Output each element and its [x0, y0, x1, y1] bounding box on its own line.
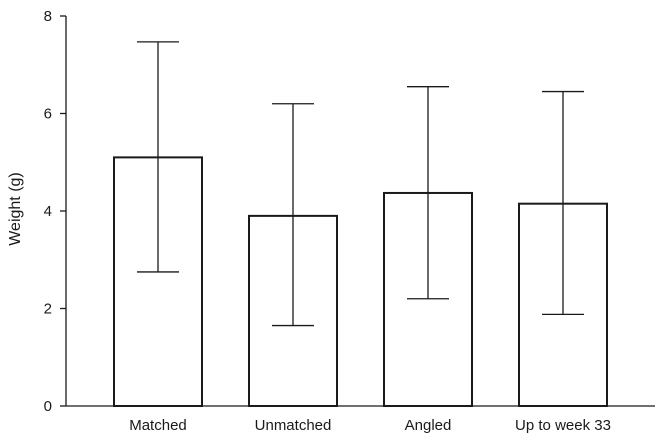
x-category-label: Angled: [405, 417, 452, 434]
y-axis-ticks: 0 2 4 6 8: [44, 8, 66, 415]
error-bars: [137, 41, 584, 327]
bar-series: [113, 156, 608, 407]
y-tick-label: 6: [44, 106, 52, 123]
x-category-label: Unmatched: [255, 417, 332, 434]
x-category-label: Matched: [129, 417, 187, 434]
y-tick-label: 8: [44, 8, 52, 25]
y-tick-label: 0: [44, 398, 52, 415]
x-axis-category-labels: Matched Unmatched Angled Up to week 33: [129, 417, 611, 434]
y-tick-label: 2: [44, 301, 52, 318]
x-category-label: Up to week 33: [515, 417, 611, 434]
y-axis-title: Weight (g): [7, 172, 24, 246]
y-tick-label: 4: [44, 203, 52, 220]
